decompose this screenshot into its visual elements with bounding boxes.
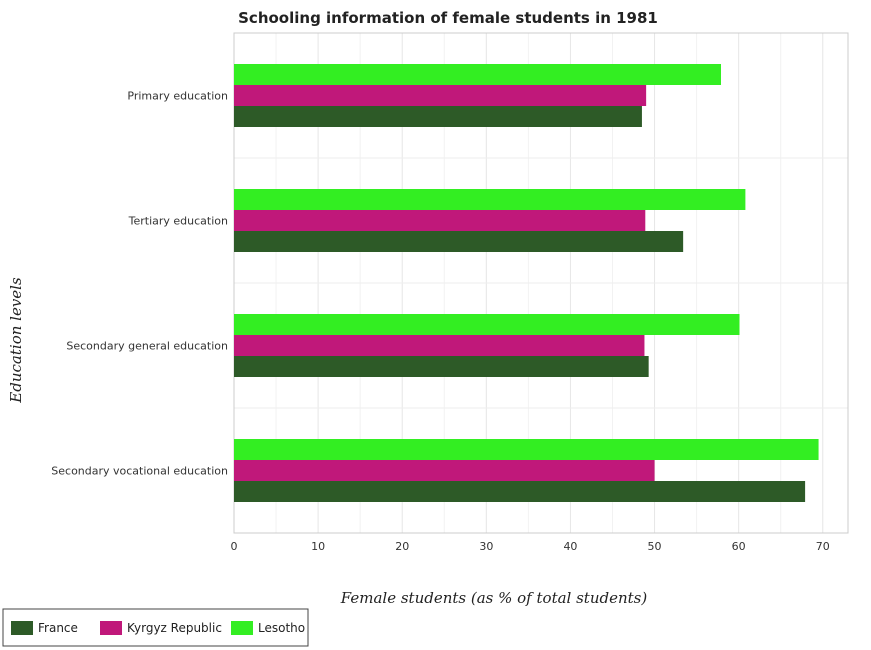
- x-tick-label: 10: [311, 540, 325, 553]
- legend-swatch: [100, 621, 122, 635]
- y-tick-label: Secondary general education: [66, 340, 228, 353]
- bar-france: [234, 106, 642, 127]
- bar-kyrgyz-republic: [234, 85, 647, 106]
- x-tick-label: 50: [648, 540, 662, 553]
- legend-swatch: [11, 621, 33, 635]
- x-tick-labels: 0 10 20 30 40 50 60 70: [231, 540, 830, 553]
- bar-lesotho: [234, 64, 721, 85]
- chart-title: Schooling information of female students…: [238, 9, 658, 27]
- bar-france: [234, 231, 684, 252]
- x-tick-label: 0: [231, 540, 238, 553]
- legend: France Kyrgyz Republic Lesotho: [2, 608, 309, 647]
- bar-lesotho: [234, 439, 819, 460]
- bars: [234, 64, 819, 502]
- bar-kyrgyz-republic: [234, 460, 655, 481]
- x-tick-label: 40: [563, 540, 577, 553]
- x-axis-label: Female students (as % of total students): [340, 589, 648, 607]
- x-tick-label: 60: [732, 540, 746, 553]
- x-tick-label: 30: [479, 540, 493, 553]
- x-tick-label: 20: [395, 540, 409, 553]
- y-tick-labels: Primary education Tertiary education Secon…: [51, 90, 228, 478]
- legend-swatch: [231, 621, 253, 635]
- bar-france: [234, 356, 649, 377]
- bar-lesotho: [234, 189, 746, 210]
- legend-label: France: [38, 621, 78, 635]
- legend-label: Lesotho: [258, 621, 305, 635]
- bar-kyrgyz-republic: [234, 335, 645, 356]
- bar-kyrgyz-republic: [234, 210, 646, 231]
- bar-france: [234, 481, 806, 502]
- bar-lesotho: [234, 314, 740, 335]
- plot-frame: [233, 32, 849, 534]
- y-tick-label: Primary education: [127, 90, 228, 103]
- y-tick-label: Secondary vocational education: [51, 465, 228, 478]
- x-tick-label: 70: [816, 540, 830, 553]
- legend-box: [2, 608, 309, 647]
- legend-label: Kyrgyz Republic: [127, 621, 222, 635]
- y-axis-label: Education levels: [7, 277, 25, 404]
- y-tick-label: Tertiary education: [128, 215, 228, 228]
